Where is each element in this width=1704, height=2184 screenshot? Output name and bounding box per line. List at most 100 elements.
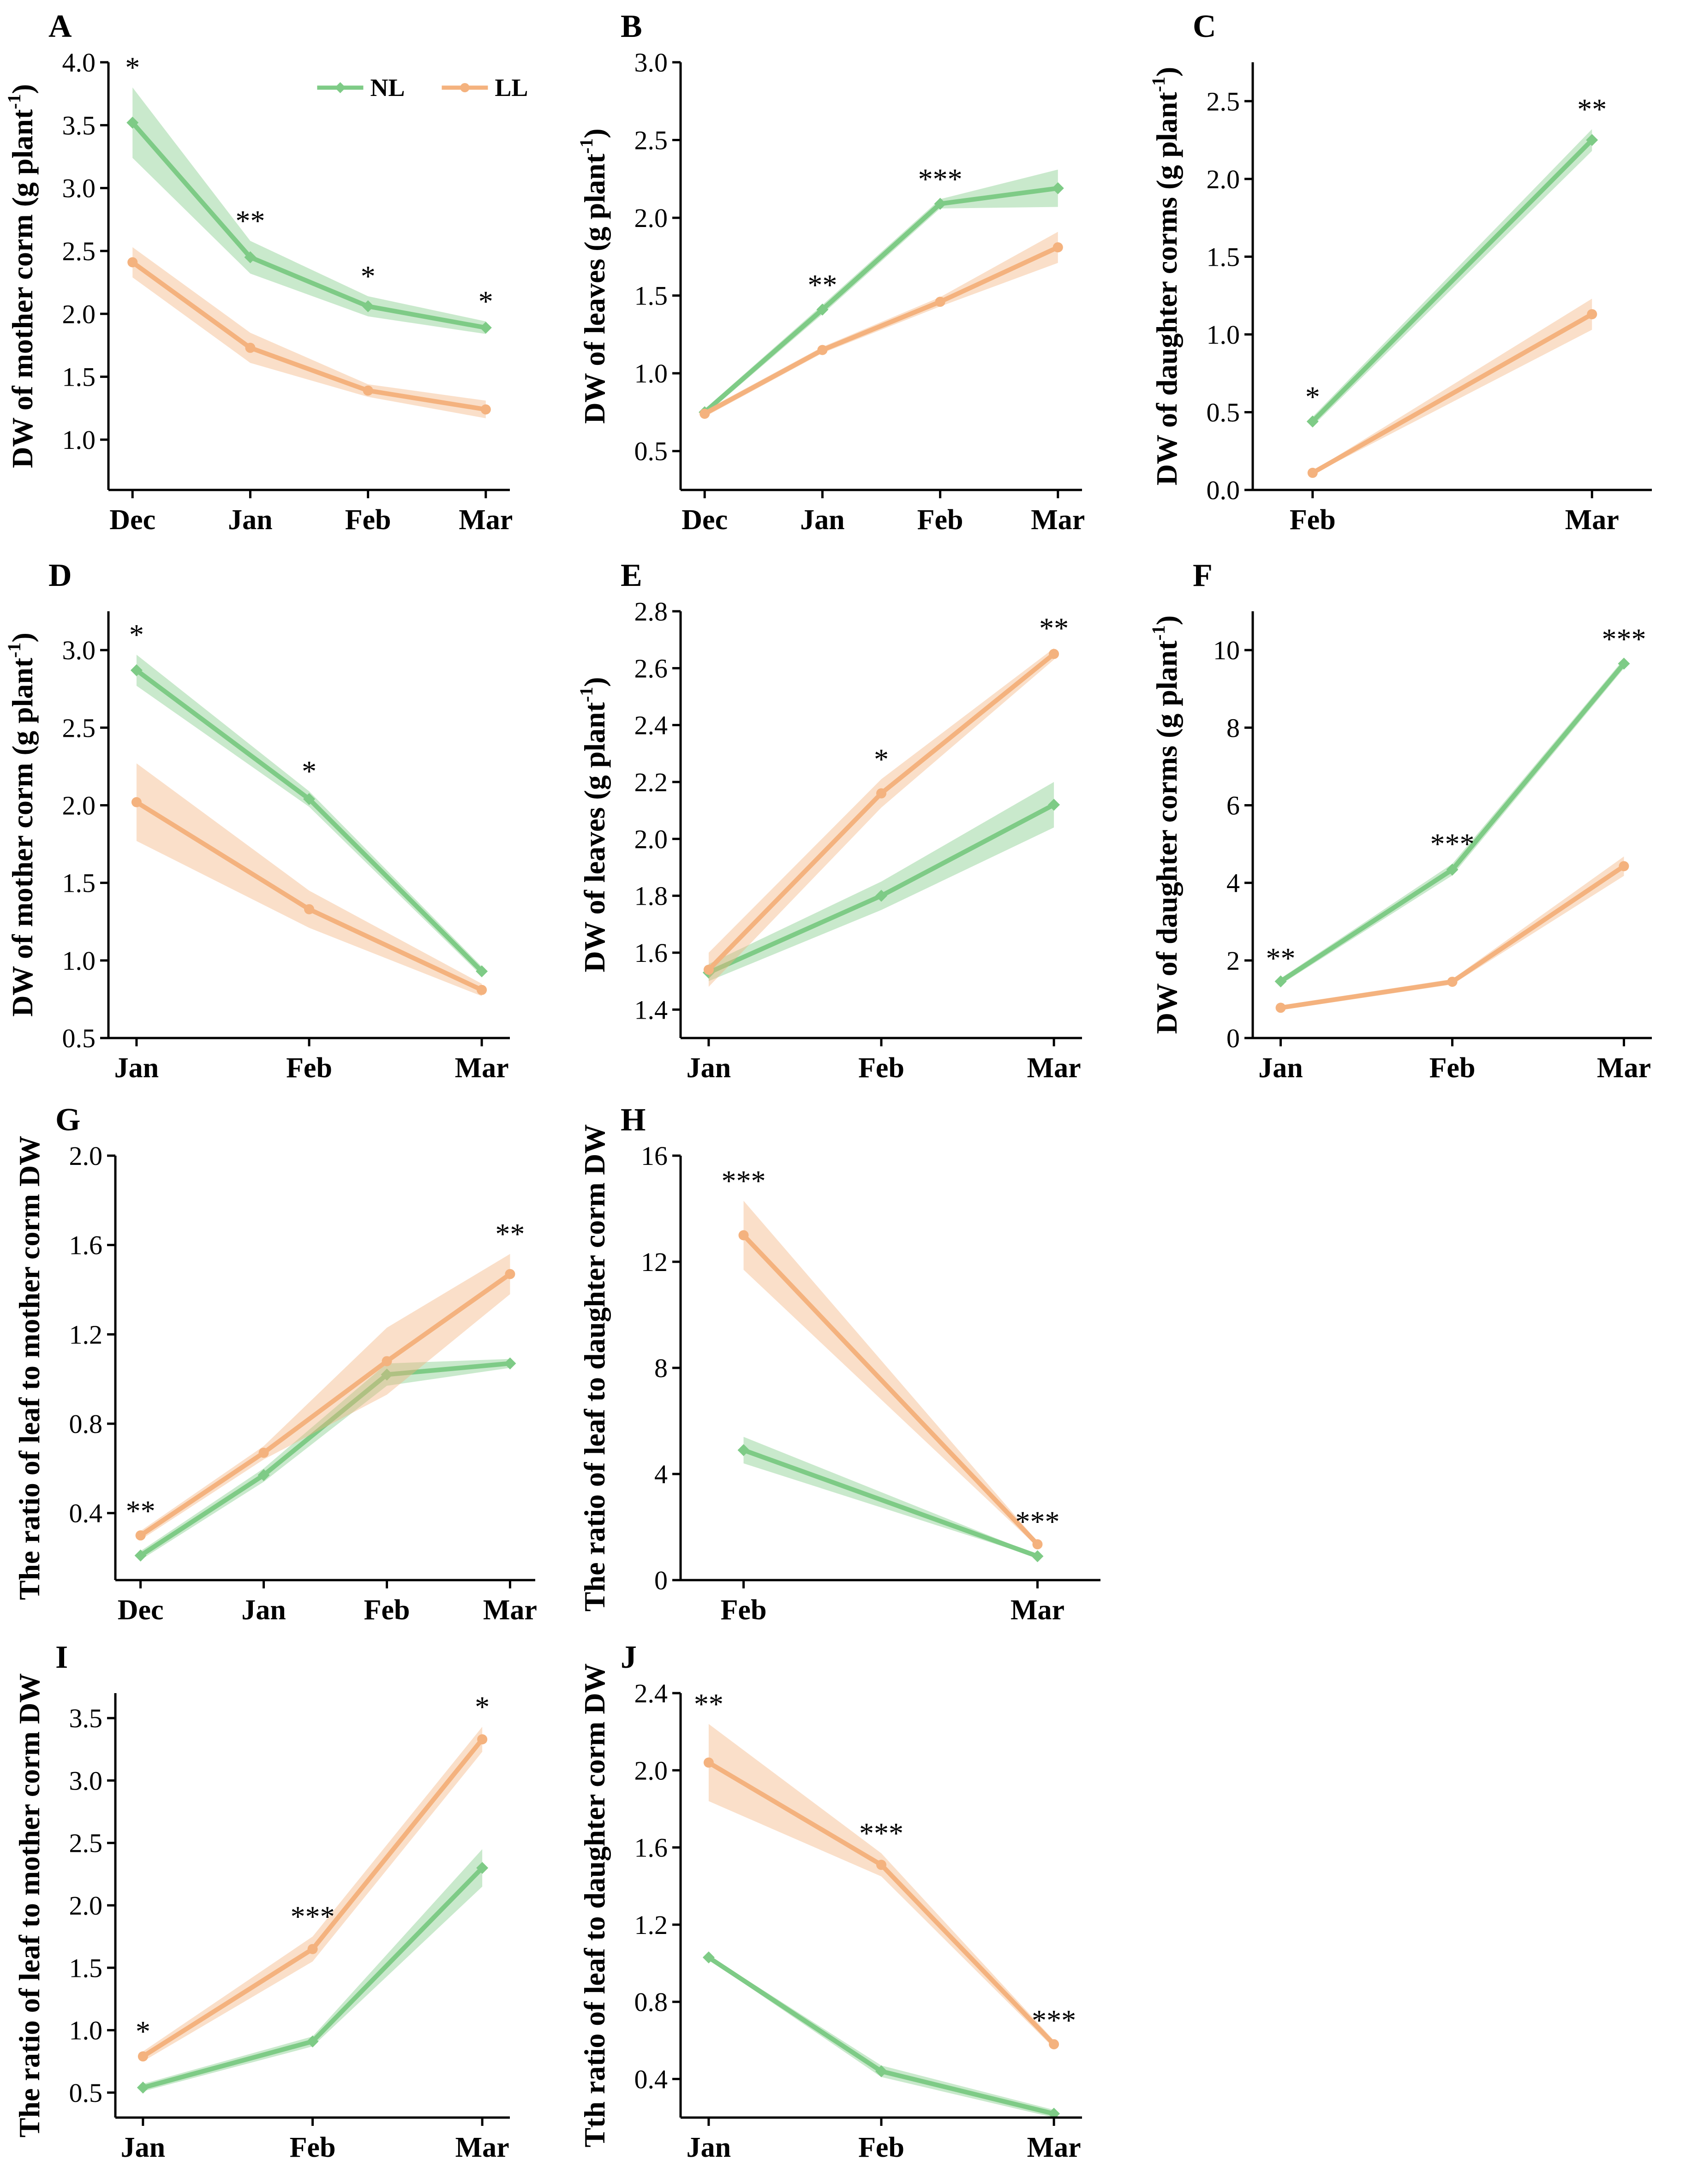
y-tick-label: 12 xyxy=(641,1247,668,1277)
series-band-nl xyxy=(708,782,1054,981)
significance-label: ** xyxy=(1039,612,1069,644)
series-line-nl xyxy=(706,1955,1057,2116)
y-tick-label: 1.0 xyxy=(1207,320,1240,350)
panel-letter: J xyxy=(621,1640,637,1675)
data-point-nl xyxy=(504,1357,516,1370)
y-tick-label: 6 xyxy=(1226,790,1240,820)
data-point-nl xyxy=(1048,799,1060,811)
y-tick-label: 0.5 xyxy=(62,1023,96,1053)
x-tick-label: Jan xyxy=(121,2132,165,2163)
data-point-nl xyxy=(875,889,887,902)
y-tick-label: 0 xyxy=(654,1565,668,1595)
significance-label: ** xyxy=(807,269,837,301)
y-tick-label: 0.4 xyxy=(634,2064,668,2094)
series-band-ll xyxy=(136,763,482,997)
y-tick-label: 3.0 xyxy=(62,635,96,665)
significance-label: * xyxy=(125,51,140,84)
y-tick-label: 10 xyxy=(1213,635,1240,665)
data-point-ll xyxy=(135,1530,146,1541)
panel-g: G 0.4 0.8 1.2 1.6 2.0 Dec Jan Feb Mar The ratio of… xyxy=(13,1102,537,1626)
data-point-ll xyxy=(1275,1002,1286,1013)
y-tick-label: 16 xyxy=(641,1141,668,1171)
significance-label: * xyxy=(478,285,493,318)
significance-label: ** xyxy=(1577,93,1607,125)
data-point-ll xyxy=(1307,467,1318,478)
y-tick-label: 0.5 xyxy=(69,2078,103,2108)
y-axis-label: DW of daughter corms (g plant-1) xyxy=(1148,615,1183,1034)
x-tick-label: Feb xyxy=(290,2132,336,2163)
series-line-ll xyxy=(130,260,488,412)
panel-letter: I xyxy=(55,1640,68,1675)
panel-letter: E xyxy=(621,558,642,593)
data-point-ll xyxy=(245,342,256,353)
x-tick-label: Feb xyxy=(286,1052,332,1084)
y-axis-label: The ratio of leaf to mother corm DW xyxy=(13,1136,46,1600)
data-point-nl xyxy=(476,965,488,978)
data-point-ll xyxy=(817,345,828,355)
y-tick-label: 2.4 xyxy=(634,1678,668,1708)
y-tick-label: 3.5 xyxy=(69,1703,103,1733)
data-point-nl xyxy=(875,2065,887,2077)
series-line-nl xyxy=(138,1361,513,1558)
y-tick-label: 0.0 xyxy=(1207,475,1240,505)
series-band-nl xyxy=(143,1849,483,2092)
x-tick-label: Feb xyxy=(721,1594,767,1626)
y-tick-label: 1.0 xyxy=(62,425,96,455)
significance-label: * xyxy=(361,260,376,292)
data-point-ll xyxy=(382,1356,392,1366)
data-point-ll xyxy=(258,1448,269,1458)
y-axis-label: The ratio of leaf to mother corm DW xyxy=(13,1673,46,2138)
x-tick-label: Jan xyxy=(687,2132,731,2163)
x-tick-label: Mar xyxy=(1597,1052,1651,1084)
y-tick-label: 2 xyxy=(1226,946,1240,976)
data-point-ll xyxy=(1587,309,1597,320)
panel-c: C 0.0 0.5 1.0 1.5 2.0 2.5 Feb Mar DW of daughter … xyxy=(1148,9,1652,536)
data-point-ll xyxy=(1447,977,1458,987)
y-tick-label: 2.2 xyxy=(634,767,668,797)
panel-e: E 1.4 1.6 1.8 2.0 2.2 2.4 2.6 2.8 Jan Feb Mar DW of … xyxy=(576,558,1082,1084)
series-line-nl xyxy=(702,186,1060,415)
data-point-ll xyxy=(1049,649,1059,659)
y-tick-label: 0.8 xyxy=(634,1987,668,2017)
significance-label: *** xyxy=(918,163,963,196)
series-line-nl xyxy=(130,120,488,330)
panel-j: J 0.4 0.8 1.2 1.6 2.0 2.4 Jan Feb Mar Tth ratio of… xyxy=(578,1640,1082,2163)
y-tick-label: 2.5 xyxy=(62,713,96,743)
panel-letter: G xyxy=(55,1102,80,1138)
y-tick-label: 1.5 xyxy=(634,281,668,311)
data-point-nl xyxy=(126,116,139,129)
data-point-ll xyxy=(1049,2039,1059,2050)
x-tick-label: Mar xyxy=(1027,2132,1081,2163)
y-tick-label: 0.8 xyxy=(69,1409,103,1439)
series-band-ll xyxy=(1312,298,1592,475)
data-point-ll xyxy=(703,965,714,975)
significance-label: *** xyxy=(722,1164,766,1197)
series-line-nl xyxy=(741,1448,1040,1559)
significance-label: *** xyxy=(859,1817,903,1850)
panel-letter: H xyxy=(621,1102,646,1138)
data-point-nl xyxy=(137,2082,149,2094)
series-band-nl xyxy=(708,1955,1054,2118)
x-tick-label: Jan xyxy=(800,504,844,536)
data-point-ll xyxy=(876,1860,886,1870)
data-point-nl xyxy=(816,303,829,316)
y-tick-label: 3.0 xyxy=(69,1766,103,1796)
panel-letter: D xyxy=(48,558,72,593)
data-point-nl xyxy=(1446,864,1459,876)
series-band-ll xyxy=(708,648,1054,987)
significance-label: * xyxy=(1305,381,1320,413)
data-point-ll xyxy=(703,1757,714,1768)
x-tick-label: Feb xyxy=(1290,504,1336,536)
y-tick-label: 1.5 xyxy=(69,1953,103,1983)
data-point-nl xyxy=(362,300,374,312)
data-point-nl xyxy=(244,251,257,263)
data-point-nl xyxy=(737,1444,750,1456)
panel-letter: A xyxy=(48,9,72,44)
panel-d: D 0.5 1.0 1.5 2.0 2.5 3.0 Jan Feb Mar DW of mother… xyxy=(4,558,510,1084)
data-point-nl xyxy=(1274,975,1287,988)
x-tick-label: Jan xyxy=(228,504,272,536)
data-point-ll xyxy=(138,2051,148,2062)
y-tick-label: 0.5 xyxy=(1207,397,1240,427)
data-point-ll xyxy=(1619,861,1629,871)
data-point-nl xyxy=(479,322,492,334)
